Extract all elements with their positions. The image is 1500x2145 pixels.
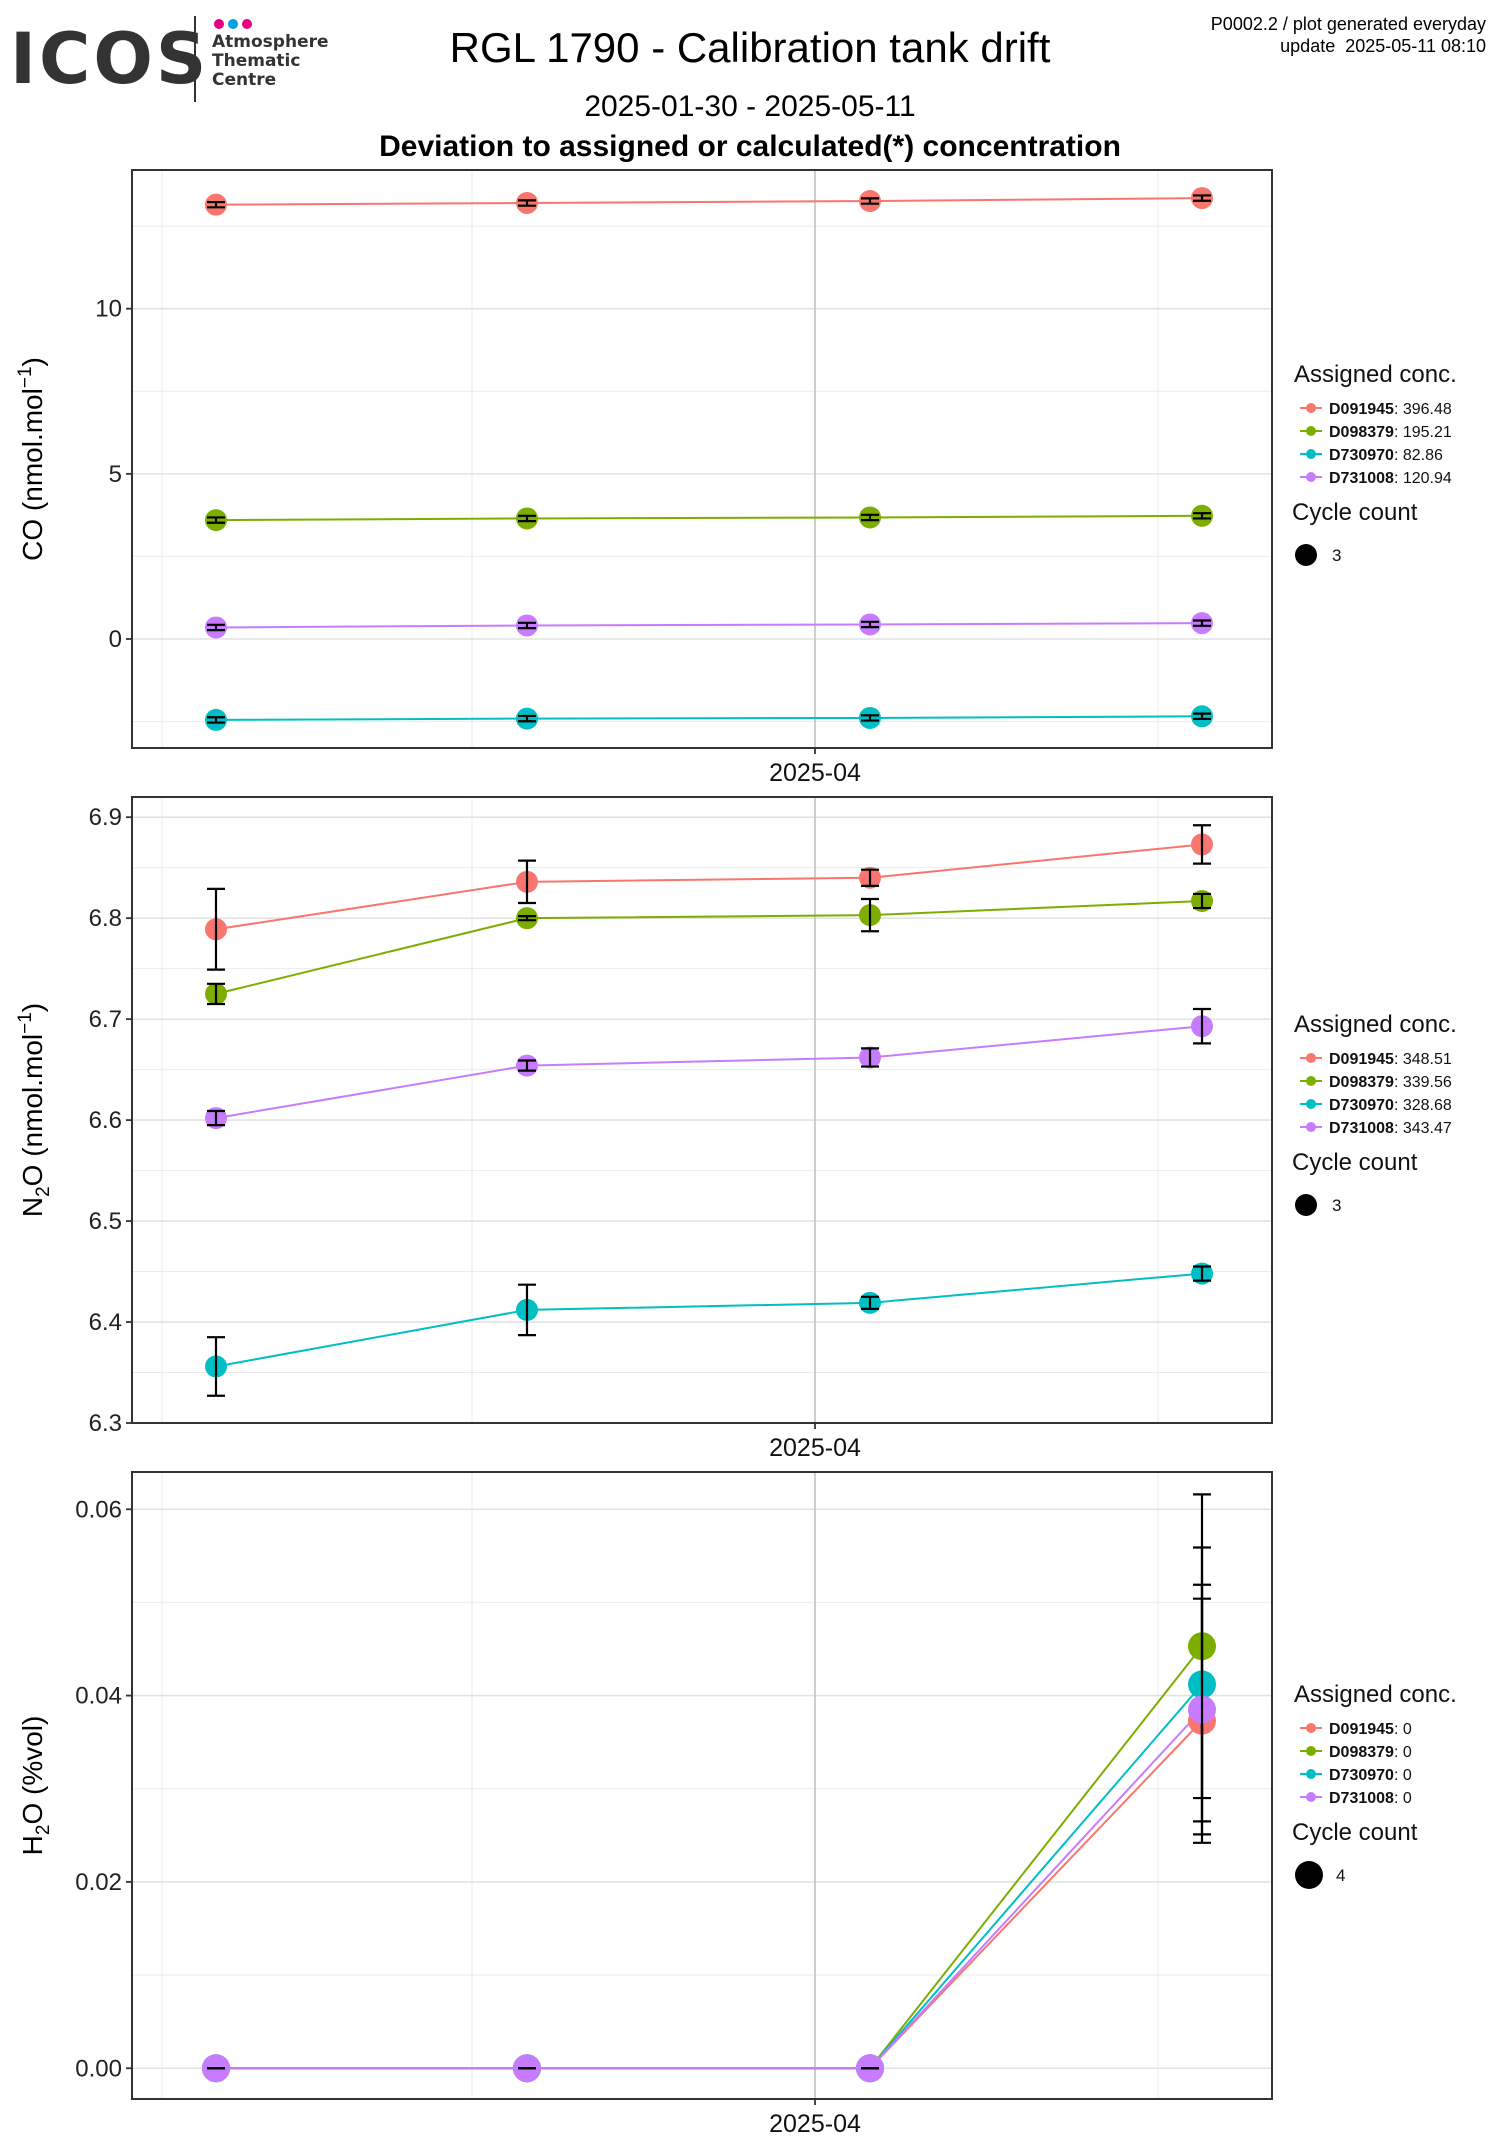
y-tick-label: 0.06 — [75, 1496, 122, 1523]
logo-dots — [214, 16, 256, 34]
y-tick-label: 6.3 — [89, 1410, 122, 1437]
legend-title: Assigned conc. — [1294, 1681, 1457, 1708]
chart-heading: Deviation to assigned or calculated(*) c… — [379, 130, 1121, 163]
legend-key-point — [1306, 1122, 1316, 1132]
legend-key-point — [1306, 1099, 1316, 1109]
legend-item-D731008: D731008: 120.94 — [1329, 470, 1452, 487]
size-legend-value: 3 — [1332, 1196, 1341, 1215]
legend-key-point — [1306, 472, 1316, 482]
logo-dot-3 — [242, 19, 252, 29]
plot-border — [131, 1471, 1273, 2100]
chart-panel-1: 0 5 10 2025-04 CO (nmol.mol−1) Assigned conc.… — [15, 169, 1457, 787]
legend-item-D098379: D098379: 195.21 — [1329, 424, 1452, 441]
y-axis-label: CO (nmol.mol−1) — [15, 357, 48, 561]
plot-border — [131, 796, 1273, 1424]
plot-background — [132, 1472, 1272, 2099]
y-tick-label: 6.7 — [89, 1006, 122, 1033]
legend-item-D731008: D731008: 343.47 — [1329, 1120, 1452, 1137]
x-tick-label: 2025-04 — [769, 759, 861, 787]
y-tick-label: 6.6 — [89, 1107, 122, 1134]
y-tick-label: 0.04 — [75, 1683, 122, 1710]
logo-line-thematic: Thematic — [212, 51, 301, 71]
plot-background — [132, 170, 1272, 748]
y-axis-label: N2O (nmol.mol−1) — [15, 1003, 54, 1217]
series-line-D730970 — [215, 715, 1203, 721]
series-line-D091945 — [215, 197, 1203, 206]
legend-title: Assigned conc. — [1294, 1011, 1457, 1038]
legend-item-D098379: D098379: 0 — [1329, 1744, 1412, 1761]
series-line-D091945 — [215, 843, 1203, 931]
x-tick-label: 2025-04 — [769, 2110, 861, 2138]
series-line-D098379 — [215, 514, 1203, 522]
legend-key-point — [1306, 1723, 1316, 1733]
plot-border — [131, 169, 1273, 749]
y-tick-label: 10 — [95, 296, 122, 323]
size-legend-value: 3 — [1332, 546, 1341, 565]
series-line-D731008 — [215, 1025, 1203, 1120]
page-title: RGL 1790 - Calibration tank drift — [449, 24, 1051, 71]
legend-key-point — [1306, 1769, 1316, 1779]
series-line-D731008 — [215, 622, 1203, 629]
series-line-D730970 — [215, 1272, 1203, 1368]
logo-line-atmosphere: Atmosphere — [212, 32, 329, 52]
series-line-D731008 — [216, 1708, 1203, 2070]
legend-item-D730970: D730970: 0 — [1329, 1767, 1412, 1784]
plot-background — [132, 797, 1272, 1423]
legend-item-D098379: D098379: 339.56 — [1329, 1074, 1452, 1091]
y-tick-label: 6.4 — [89, 1309, 122, 1336]
y-tick-label: 0 — [109, 626, 122, 653]
legend-key-point — [1306, 449, 1316, 459]
legend-key-point — [1306, 426, 1316, 436]
logo-wordmark: ICOS — [10, 18, 210, 100]
y-axis-label: H2O (%vol) — [17, 1716, 54, 1856]
date-range: 2025-01-30 - 2025-05-11 — [584, 90, 916, 123]
legend-key-point — [1306, 1746, 1316, 1756]
x-tick-label: 2025-04 — [769, 1434, 861, 1462]
y-tick-label: 0.02 — [75, 1869, 122, 1896]
plot-id-note: P0002.2 / plot generated everyday — [1210, 14, 1486, 34]
legend-key-point — [1306, 1053, 1316, 1063]
legend-item-D730970: D730970: 328.68 — [1329, 1097, 1452, 1114]
y-tick-label: 6.5 — [89, 1208, 122, 1235]
y-tick-label: 6.9 — [89, 804, 122, 831]
legend-item-D730970: D730970: 82.86 — [1329, 447, 1443, 464]
legend-item-D091945: D091945: 0 — [1329, 1721, 1412, 1738]
chart-panel-2: 6.3 6.4 6.5 6.6 6.7 6.8 6.9 2025-04 N2O (nmol.mo… — [15, 796, 1457, 1462]
legend-key-point — [1306, 1792, 1316, 1802]
y-tick-label: 5 — [109, 461, 122, 488]
series-line-D098379 — [215, 899, 1203, 995]
update-timestamp: update 2025-05-11 08:10 — [1280, 36, 1486, 56]
legend-title: Assigned conc. — [1294, 361, 1457, 388]
size-legend-key — [1295, 1861, 1323, 1889]
size-legend-title: Cycle count — [1292, 1149, 1418, 1176]
logo-dot-2 — [228, 19, 238, 29]
size-legend-key — [1295, 1194, 1317, 1216]
logo-line-centre: Centre — [212, 70, 277, 90]
legend-key-point — [1306, 1076, 1316, 1086]
chart-panel-3: 0.00 0.02 0.04 0.06 2025-04 H2O (%vol) Assigne… — [17, 1471, 1457, 2138]
legend-key-point — [1306, 403, 1316, 413]
legend-item-D091945: D091945: 348.51 — [1329, 1051, 1452, 1068]
logo-dot-1 — [214, 19, 224, 29]
legend-item-D091945: D091945: 396.48 — [1329, 401, 1452, 418]
legend-item-D731008: D731008: 0 — [1329, 1790, 1412, 1807]
size-legend-title: Cycle count — [1292, 1819, 1418, 1846]
size-legend-key — [1295, 544, 1317, 566]
size-legend-value: 4 — [1336, 1866, 1345, 1885]
size-legend-title: Cycle count — [1292, 499, 1418, 526]
logo-separator — [194, 16, 196, 102]
y-tick-label: 6.8 — [89, 905, 122, 932]
y-tick-label: 0.00 — [75, 2055, 122, 2082]
